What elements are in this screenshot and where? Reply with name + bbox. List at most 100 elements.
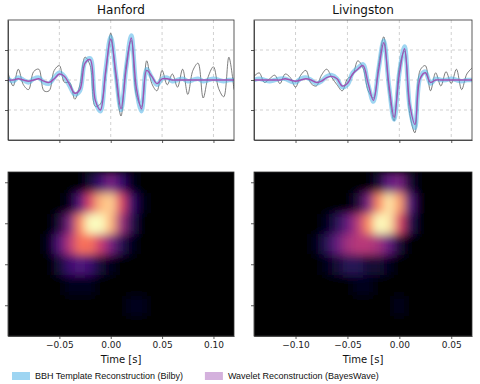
heat-cell xyxy=(198,193,209,214)
heat-cell xyxy=(384,316,395,337)
heat-cell xyxy=(75,275,86,296)
heat-cell xyxy=(425,275,436,296)
x-axis-title: Time [s] xyxy=(342,354,384,365)
heat-cell xyxy=(363,234,374,255)
heat-cell xyxy=(116,316,127,337)
series-line xyxy=(254,37,472,133)
heat-cell xyxy=(167,172,178,193)
heat-cell xyxy=(384,234,395,255)
heat-cell xyxy=(394,275,405,296)
heat-cell xyxy=(126,234,137,255)
heat-cell xyxy=(363,275,374,296)
tick-mark xyxy=(213,140,214,143)
heat-cell xyxy=(321,295,332,316)
heat-cell xyxy=(290,172,301,193)
heat-cell xyxy=(54,213,65,234)
heat-cell xyxy=(384,172,395,193)
heat-cell xyxy=(301,316,312,337)
heat-cell xyxy=(425,316,436,337)
heat-cell xyxy=(436,295,447,316)
heat-cell xyxy=(126,275,137,296)
x-axis: −0.10−0.050.000.05 xyxy=(255,336,473,350)
heat-cell xyxy=(34,234,45,255)
heat-cell xyxy=(65,234,76,255)
tick-mark xyxy=(251,50,254,51)
legend-swatch xyxy=(205,372,223,380)
heat-cell xyxy=(270,316,281,337)
heat-cell xyxy=(136,193,147,214)
heat-cell xyxy=(178,234,189,255)
heat-cell xyxy=(136,172,147,193)
heat-cell xyxy=(415,234,426,255)
heat-cell xyxy=(178,172,189,193)
tick xyxy=(451,140,452,143)
tick-label: 0.05 xyxy=(153,340,173,350)
tick-label: −0.05 xyxy=(334,340,362,350)
heat-cell xyxy=(23,295,34,316)
heat-cell xyxy=(34,254,45,275)
heat-cell xyxy=(167,275,178,296)
heat-cell xyxy=(188,295,199,316)
heat-cell xyxy=(332,193,343,214)
heat-cell xyxy=(147,172,158,193)
heat-cell xyxy=(394,172,405,193)
tick-mark xyxy=(5,80,8,81)
heat-cell xyxy=(332,316,343,337)
heat-cell xyxy=(95,254,106,275)
series-line xyxy=(8,36,234,112)
tick-label: −0.10 xyxy=(282,340,310,350)
heat-cell xyxy=(321,213,332,234)
heat-cell xyxy=(259,316,270,337)
heat-cell xyxy=(373,295,384,316)
heat-cell xyxy=(259,295,270,316)
heat-cell xyxy=(167,254,178,275)
heat-cell xyxy=(44,254,55,275)
grid xyxy=(254,20,472,140)
tick-label: 0.10 xyxy=(204,340,224,350)
heat-cell xyxy=(54,172,65,193)
heat-cell xyxy=(208,234,219,255)
heat-cell xyxy=(157,275,168,296)
heat-cell xyxy=(467,234,472,255)
tick xyxy=(399,140,400,143)
heat-cell xyxy=(415,275,426,296)
heat-cell xyxy=(280,193,291,214)
heat-cell xyxy=(23,193,34,214)
heat-cell xyxy=(95,213,106,234)
heat-cell xyxy=(446,234,457,255)
heat-cell xyxy=(353,193,364,214)
heat-cell xyxy=(34,275,45,296)
heat-cell xyxy=(363,172,374,193)
heat-cell xyxy=(178,316,189,337)
series-line xyxy=(254,43,472,125)
heat-cell xyxy=(208,193,219,214)
tick xyxy=(5,305,8,306)
heat-cell xyxy=(301,295,312,316)
heat-cell xyxy=(321,275,332,296)
tick-label: 0.05 xyxy=(442,340,462,350)
heat-cell xyxy=(405,254,416,275)
heat-cell xyxy=(188,316,199,337)
heat-cell xyxy=(85,316,96,337)
heat-cell xyxy=(54,193,65,214)
tick-mark xyxy=(451,336,452,339)
heat-cell xyxy=(116,275,127,296)
heat-cell xyxy=(219,316,230,337)
heat-cell xyxy=(34,193,45,214)
tick-mark xyxy=(251,264,254,265)
heat-cell xyxy=(280,172,291,193)
heat-cell xyxy=(259,213,270,234)
heat-cell xyxy=(405,295,416,316)
heat-cell xyxy=(311,193,322,214)
heat-cell xyxy=(157,254,168,275)
heat-cell xyxy=(425,213,436,234)
heat-cell xyxy=(23,234,34,255)
plot-frame xyxy=(8,20,234,140)
heat-cell xyxy=(259,193,270,214)
heat-cell xyxy=(270,213,281,234)
heat-cell xyxy=(353,213,364,234)
heat-cell xyxy=(229,193,234,214)
series-line xyxy=(8,38,234,110)
figure-svg: HanfordLivingston−0.050.000.050.10Time [… xyxy=(0,0,480,384)
tick xyxy=(251,223,254,224)
